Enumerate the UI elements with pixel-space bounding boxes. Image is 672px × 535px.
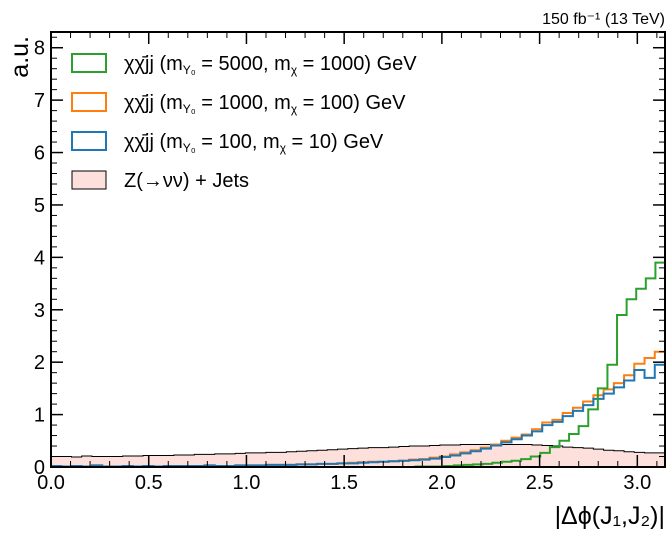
- y-axis-label: a.u.: [6, 36, 34, 78]
- legend-label-signal_5000_1000: χχ̄jj (mY₀ = 5000, mχ = 1000) GeV: [124, 53, 417, 77]
- y-tick-label: 3: [34, 300, 45, 322]
- y-tick-label: 8: [34, 38, 45, 60]
- legend-label-signal_100_10: χχ̄jj (mY₀ = 100, mχ = 10) GeV: [124, 131, 384, 155]
- legend: χχ̄jj (mY₀ = 5000, mχ = 1000) GeV χχ̄jj (…: [71, 53, 417, 192]
- y-tick-label: 7: [34, 90, 45, 112]
- legend-label-signal_1000_100: χχ̄jj (mY₀ = 1000, mχ = 100) GeV: [124, 92, 406, 116]
- x-tick-label: 2.0: [428, 472, 456, 494]
- x-tick-label: 1.5: [330, 472, 358, 494]
- axis-ticks: 0.0 0.5 1.0 1.5 2.0 2.5 3.0 0 1 2 3 4 5 6 7 8: [34, 32, 665, 494]
- y-tick-label: 5: [34, 195, 45, 217]
- x-tick-label: 2.5: [526, 472, 554, 494]
- series-signal_5000_1000-histogram: [51, 261, 666, 468]
- luminosity-label: 150 fb⁻¹ (13 TeV): [542, 11, 665, 28]
- x-tick-label: 3.0: [623, 472, 651, 494]
- x-tick-label: 1.0: [233, 472, 261, 494]
- legend-swatch-background: [71, 170, 107, 190]
- x-tick-label: 0.0: [37, 472, 65, 494]
- signal-histogram-layer: [50, 261, 666, 468]
- legend-label-background: Z(→νν) + Jets: [124, 170, 249, 192]
- plot-frame: [50, 31, 666, 468]
- series-signal_100_10-histogram: [50, 363, 666, 468]
- x-tick-label: 0.5: [135, 472, 163, 494]
- legend-swatch-signal_100_10: [71, 131, 107, 151]
- y-tick-label: 4: [34, 247, 45, 269]
- y-tick-label: 0: [34, 457, 45, 479]
- legend-swatch-signal_5000_1000: [71, 53, 107, 73]
- legend-swatch-signal_1000_100: [71, 92, 107, 112]
- y-tick-label: 2: [34, 352, 45, 374]
- y-tick-label: 6: [34, 143, 45, 165]
- axes: [50, 31, 666, 468]
- x-axis-label: |Δϕ(J₁,J₂)|: [555, 502, 665, 530]
- y-tick-label: 1: [34, 405, 45, 427]
